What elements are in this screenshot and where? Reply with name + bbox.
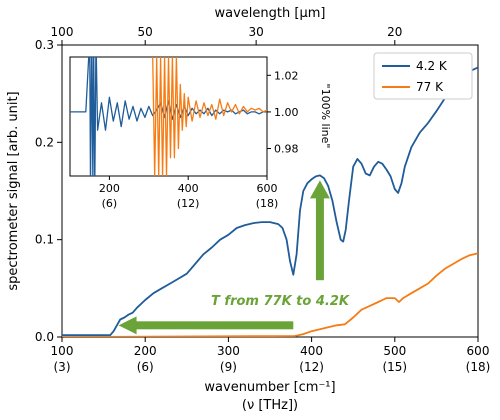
horizontal-arrow-head: [118, 316, 137, 335]
legend-label-4-2k: 4.2 K: [416, 59, 448, 73]
inset-y-tick-label: 1.00: [274, 106, 299, 119]
x-tick-label: 300: [217, 344, 240, 358]
top-tick-label: 30: [248, 25, 263, 39]
x-tick-label: 500: [383, 344, 406, 358]
inset-x-tick-label: 600: [257, 182, 278, 195]
y-tick-label: 0.1: [35, 233, 54, 247]
top-tick-label: 20: [387, 25, 402, 39]
y-tick-label: 0.3: [35, 38, 54, 52]
annotation-text: T from 77K to 4.2K: [211, 294, 350, 309]
x-axis-label: wavenumber [cm⁻¹]: [204, 380, 335, 395]
x-tick-sublabel: (6): [137, 360, 154, 374]
series-line-4-2k: [62, 66, 478, 337]
inset-y-tick-label: 0.98: [274, 143, 299, 156]
inset-series-line-77k: [152, 57, 267, 176]
x-tick-sublabel: (12): [299, 360, 324, 374]
inset-series-lines: [70, 57, 267, 176]
x-tick-label: 600: [467, 344, 490, 358]
vertical-arrow-shaft: [315, 196, 324, 281]
inset-y-tick-label: 1.02: [274, 69, 299, 82]
vertical-arrow-head: [309, 180, 330, 199]
top-tick-label: 50: [138, 25, 153, 39]
inset-x-tick-label: 400: [178, 182, 199, 195]
temperature-arrows: [118, 180, 330, 335]
series-line-77k: [62, 252, 478, 337]
top-axis-label: wavelength [µm]: [215, 6, 326, 21]
horizontal-arrow-shaft: [134, 321, 294, 330]
inset-x-tick-sublabel: (12): [177, 197, 200, 210]
inset-x-tick-sublabel: (6): [102, 197, 118, 210]
inset-x-tick-label: 200: [99, 182, 120, 195]
legend-label-77k: 77 K: [416, 80, 444, 94]
y-axis-label: spectrometer signal [arb. unit]: [6, 91, 21, 290]
x-axis-sublabel: (ν [THz]): [242, 398, 298, 413]
y-tick-label: 0.0: [35, 330, 54, 344]
x-tick-sublabel: (3): [54, 360, 71, 374]
inset-axis-ticks: 200 (6) 400 (12) 600 (18) 0.98 1.00 1.02: [99, 69, 299, 210]
x-tick-sublabel: (15): [382, 360, 407, 374]
x-tick-label: 200: [134, 344, 157, 358]
main-series-lines: [62, 66, 478, 337]
top-tick-label: 100: [51, 25, 74, 39]
main-axis-ticks: 100 (3) 200 (6) 300 (9) 400 (12) 500 (15) 600 (18) 0…: [35, 25, 490, 374]
x-tick-sublabel: (18): [466, 360, 491, 374]
inset-x-tick-sublabel: (18): [256, 197, 279, 210]
x-tick-label: 400: [300, 344, 323, 358]
x-tick-sublabel: (9): [220, 360, 237, 374]
inset-y-axis-label: "100% line": [319, 84, 332, 149]
x-tick-label: 100: [51, 344, 74, 358]
legend: 4.2 K 77 K: [373, 52, 473, 100]
y-tick-label: 0.2: [35, 135, 54, 149]
